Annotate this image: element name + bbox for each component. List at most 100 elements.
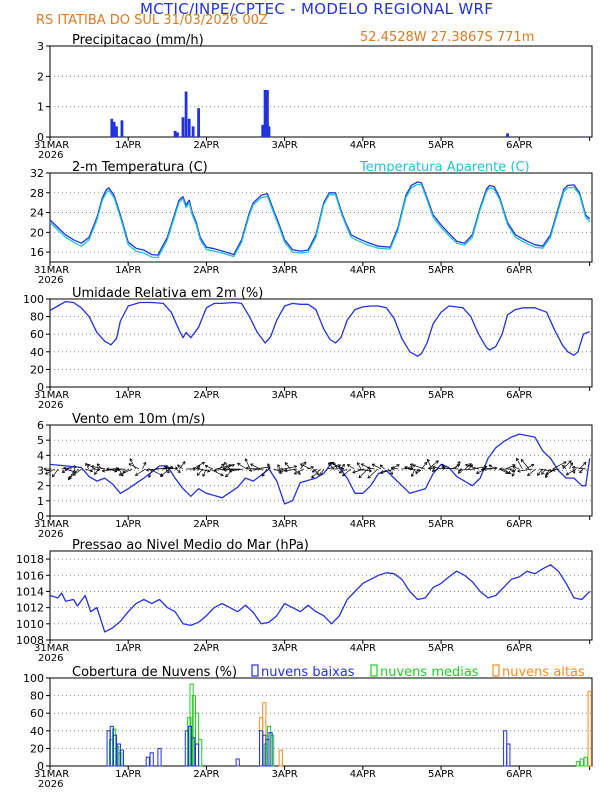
pressure-panel-frame <box>49 550 593 641</box>
wind-arrow-head <box>237 462 241 466</box>
pressure-title: Pressao ao Nivel Medio do Mar (hPa) <box>72 538 309 553</box>
wind-arrow <box>195 465 201 470</box>
wind-arrow <box>511 468 516 477</box>
rh-series-line <box>49 300 590 357</box>
wind-arrow-head <box>51 473 56 478</box>
wind-arrow <box>391 467 399 470</box>
wind-arrow-head <box>128 463 132 467</box>
wind-arrow-head <box>371 463 376 467</box>
wind-arrow-head <box>341 463 345 468</box>
precip-bar <box>506 133 509 137</box>
precip-bar <box>112 121 116 137</box>
rh-ytick-label: 100 <box>23 293 44 306</box>
rh-ytick-label: 0 <box>37 381 44 394</box>
wind-arrow <box>464 463 472 470</box>
wind-arrow <box>520 459 530 470</box>
wind-arrow <box>320 468 325 476</box>
wind-arrow <box>379 464 385 470</box>
wind-arrow <box>224 462 231 470</box>
wind-arrow-head <box>404 465 408 470</box>
wind-arrow <box>237 462 247 470</box>
wind-arrow-head <box>358 474 362 479</box>
wind-arrow-head <box>196 472 201 476</box>
wind-arrow-head <box>545 472 549 476</box>
wind-arrow <box>72 468 83 476</box>
wind-arrow <box>222 464 235 470</box>
wind-arrow-head <box>284 468 288 473</box>
wind-arrow-head <box>516 457 520 462</box>
wind-arrow-head <box>63 466 67 471</box>
temp-ytick-label: 16 <box>30 246 44 259</box>
wind-arrow <box>367 468 379 479</box>
temp-xtick-label: 3APR <box>272 265 298 276</box>
wind-arrow <box>129 458 136 470</box>
wind-arrow <box>527 468 537 476</box>
rh-ytick-label: 40 <box>30 346 44 359</box>
wind-arrow-head <box>160 473 164 477</box>
precip-xtick-label: 3APR <box>272 140 298 151</box>
wind-arrow-head <box>432 465 436 470</box>
wind-arrow-head <box>87 464 91 468</box>
wind-arrow-head <box>96 463 101 467</box>
wind-arrow <box>219 463 224 470</box>
cloud-low-bar <box>268 732 273 767</box>
wind-arrow <box>293 468 301 475</box>
wind-arrow-head <box>426 458 431 463</box>
cloud-low-bar <box>194 743 200 767</box>
wind-arrow-head <box>563 461 567 465</box>
precip-bar <box>184 91 188 137</box>
wind-arrow-head <box>280 467 284 471</box>
wind-arrow <box>85 462 89 470</box>
wind-arrow-head <box>435 460 439 464</box>
wind-arrow-head <box>441 466 445 470</box>
precip-ytick-label: 1 <box>37 101 44 114</box>
cloud-high-bar <box>587 690 592 767</box>
clouds-year-label: 2026 <box>38 779 63 790</box>
clouds-ytick-label: 80 <box>30 690 44 703</box>
wind-arrow-head <box>201 461 205 465</box>
wind-arrow <box>451 464 460 470</box>
clouds-panel-frame <box>49 677 593 767</box>
wind-arrow-head <box>527 472 531 476</box>
rh-xtick-label: 6APR <box>506 390 532 401</box>
temp-series-line <box>49 181 591 256</box>
legend-mid-clouds: nuvens medias <box>380 665 479 680</box>
wind-arrow-head <box>135 472 139 476</box>
precip-year-label: 2026 <box>38 150 63 161</box>
wind-arrow-head <box>409 463 414 467</box>
wind-arrow-head <box>356 462 361 466</box>
wind-arrow-head <box>177 464 181 468</box>
wind-arrow-head <box>311 469 316 473</box>
wind-arrow <box>468 464 473 470</box>
temp-ytick-label: 32 <box>30 167 44 180</box>
clouds-xtick-label: 4APR <box>350 769 376 780</box>
wind-arrow <box>146 468 160 471</box>
wind-arrow-head <box>342 473 346 477</box>
wind-arrow <box>415 468 419 475</box>
precip-ytick-label: 0 <box>37 131 44 144</box>
cloud-mid-bar <box>579 758 584 767</box>
temp-title: 2-m Temperatura (C) <box>72 160 208 175</box>
wind-arrow <box>311 468 321 479</box>
wind-arrow <box>517 468 533 472</box>
wind-arrow <box>94 468 99 475</box>
wind-arrow <box>204 465 214 470</box>
precip-bar <box>261 124 265 137</box>
wind-arrow <box>277 464 281 470</box>
wind-arrow <box>505 464 516 470</box>
temp-ytick-label: 24 <box>30 207 44 220</box>
wind-arrow-head <box>511 468 515 473</box>
wind-arrow-head <box>410 473 415 477</box>
wind-arrow <box>539 468 553 472</box>
temp-apparent-legend: Temperatura Aparente (C) <box>359 160 530 175</box>
wind-arrow <box>261 468 268 477</box>
rh-xtick-label: 2APR <box>193 390 219 401</box>
wind-arrow <box>267 463 271 470</box>
wind-arrow-head <box>118 472 123 476</box>
wind-arrow <box>300 463 311 470</box>
wind-arrow-head <box>320 472 324 476</box>
precip-bar <box>580 136 584 137</box>
wind-arrow-head <box>551 468 556 472</box>
wind-arrow-head <box>476 470 480 475</box>
